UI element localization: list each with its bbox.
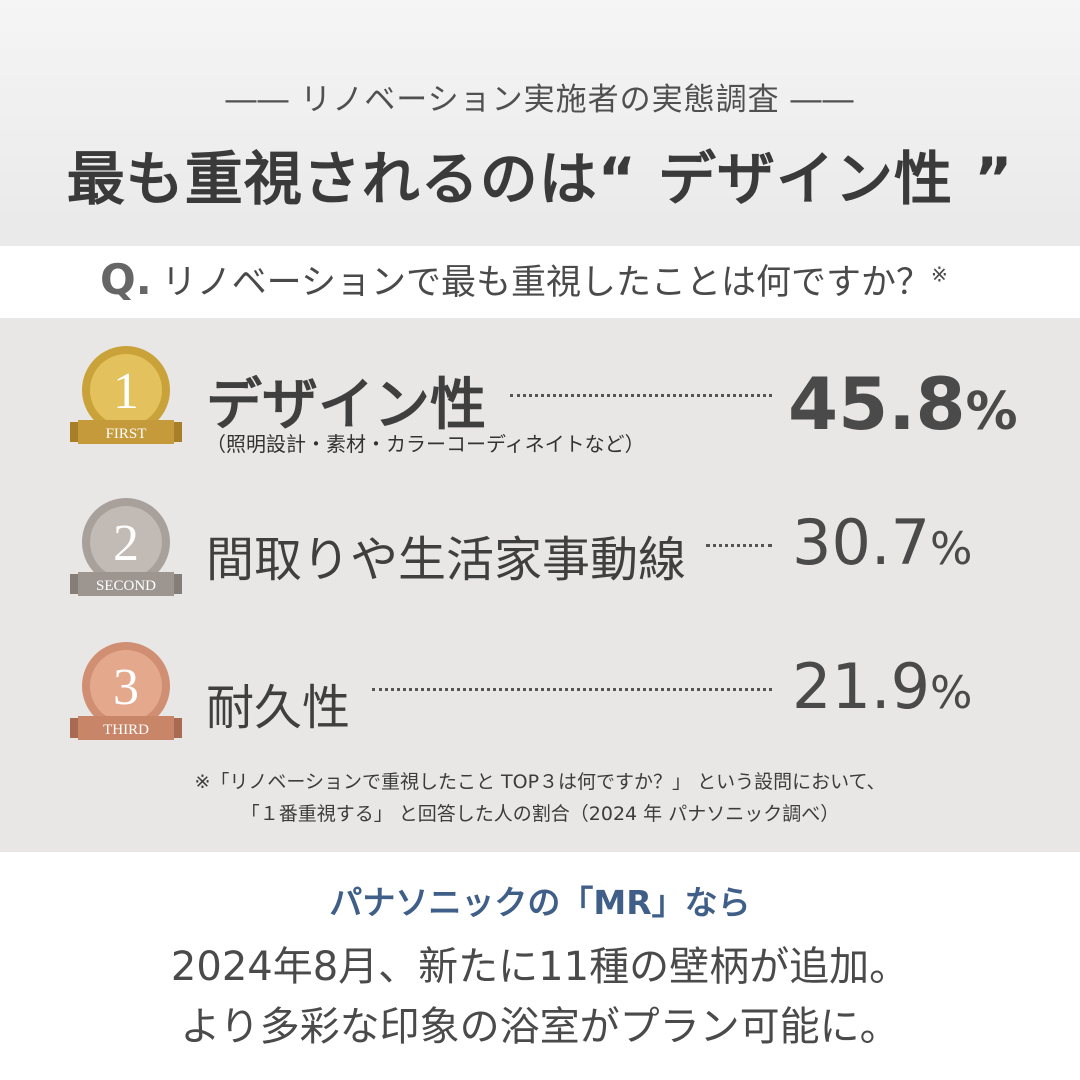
page-title: 最も重視されるのは“ デザイン性 ” (66, 145, 1014, 213)
rank-label: 間取りや生活家事動線 (206, 532, 687, 588)
rank-label: 耐久性 (206, 680, 351, 736)
cta-lead: パナソニックの「MR」なら (329, 883, 751, 922)
rank-number: 3 (113, 659, 139, 716)
question-line: Q. リノベーションで最も重視したことは何ですか？※ (100, 254, 1060, 314)
rank-word: THIRD (103, 722, 149, 738)
rank-percent: 21.9% (792, 650, 973, 723)
leader-dots (706, 544, 772, 547)
footnote-line-2: 「１番重視する」 と回答した人の割合（2024 年 パナソニック調べ） (240, 803, 840, 825)
rank-percent: 45.8% (788, 362, 1018, 446)
rank-label: デザイン性 (206, 373, 486, 438)
gold-medal-icon: 1 FIRST (70, 346, 182, 444)
cta-line-1: 2024年8月、新たに11種の壁柄が追加。 (170, 944, 910, 990)
rank-percent: 30.7% (792, 506, 973, 579)
rank-word: SECOND (96, 578, 156, 594)
question-mark: Q. (100, 255, 152, 304)
rank-word: FIRST (106, 426, 147, 442)
rank-number: 1 (113, 363, 139, 420)
leader-dots (372, 688, 772, 691)
survey-subtitle: ―― リノベーション実施者の実態調査 ―― (225, 82, 855, 118)
rank-sub: （照明設計・素材・カラーコーディネイトなど） (206, 432, 645, 456)
header-banner: ―― リノベーション実施者の実態調査 ―― 最も重視されるのは“ デザイン性 ” (0, 0, 1080, 246)
leader-dots (510, 394, 772, 397)
silver-medal-icon: 2 SECOND (70, 498, 182, 596)
question-text: リノベーションで最も重視したことは何ですか？ (161, 263, 931, 303)
footnote: ※「リノベーションで重視したこと TOP３は何ですか？」 という設問において、 … (0, 766, 1080, 830)
rank-number: 2 (113, 515, 139, 572)
question-note-mark: ※ (930, 262, 948, 287)
footnote-line-1: ※「リノベーションで重視したこと TOP３は何ですか？」 という設問において、 (194, 771, 886, 793)
cta-line-2: より多彩な印象の浴室がプラン可能に。 (180, 1004, 900, 1050)
bronze-medal-icon: 3 THIRD (70, 642, 182, 740)
